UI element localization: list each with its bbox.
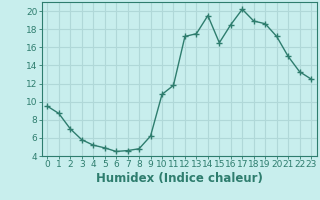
X-axis label: Humidex (Indice chaleur): Humidex (Indice chaleur) (96, 172, 263, 185)
